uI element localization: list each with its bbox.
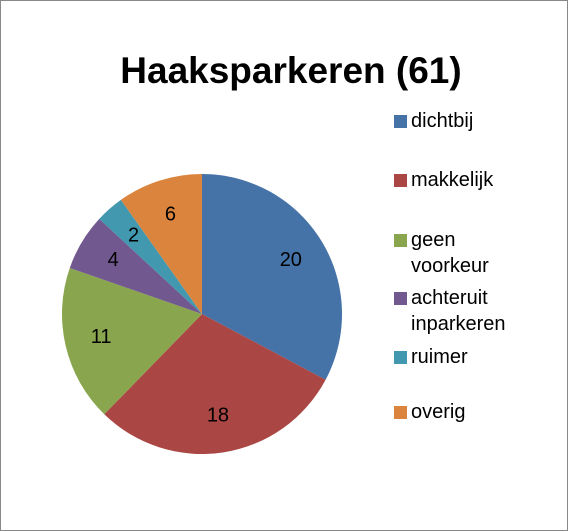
data-label: 11 bbox=[91, 326, 112, 348]
pie-slice bbox=[104, 314, 326, 454]
pie-slice bbox=[69, 218, 202, 314]
legend-swatch bbox=[394, 351, 407, 364]
legend-label: makkelijk bbox=[411, 169, 494, 191]
legend-swatch bbox=[394, 234, 407, 247]
legend-swatch bbox=[394, 174, 407, 187]
legend-label: achteruit inparkeren bbox=[411, 287, 506, 335]
legend-item: achteruit inparkeren bbox=[394, 285, 536, 337]
legend-item: overig bbox=[394, 399, 536, 425]
legend-swatch bbox=[394, 115, 407, 128]
pie-slice bbox=[120, 174, 202, 314]
pie-slice bbox=[202, 173, 342, 380]
legend-swatch bbox=[394, 292, 407, 305]
legend-item: makkelijk bbox=[394, 167, 536, 193]
legend-label: ruimer bbox=[411, 346, 468, 368]
legend-label: overig bbox=[411, 401, 466, 423]
data-label: 6 bbox=[165, 204, 176, 226]
legend-swatch bbox=[394, 406, 407, 419]
data-label: 4 bbox=[108, 249, 119, 271]
pie-slice bbox=[99, 199, 202, 314]
pie-slice bbox=[62, 268, 203, 415]
chart-title: Haaksparkeren (61) bbox=[120, 50, 461, 91]
legend-label: geen voorkeur bbox=[411, 229, 489, 277]
data-label: 18 bbox=[207, 405, 229, 427]
legend-item: dichtbij bbox=[394, 108, 536, 134]
data-label: 2 bbox=[128, 224, 139, 246]
legend-item: ruimer bbox=[394, 344, 536, 370]
data-label: 20 bbox=[280, 249, 302, 271]
legend-item: geen voorkeur bbox=[394, 227, 536, 279]
legend-label: dichtbij bbox=[411, 110, 474, 132]
